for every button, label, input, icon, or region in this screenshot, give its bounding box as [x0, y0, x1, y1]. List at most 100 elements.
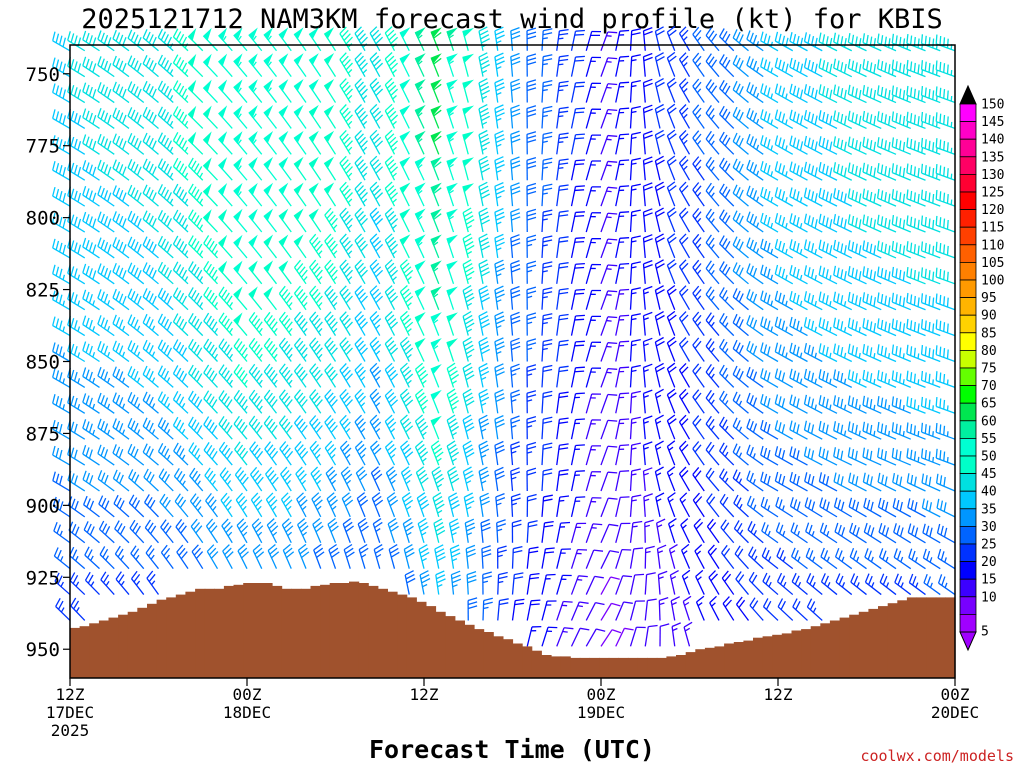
wind-barb	[692, 26, 705, 52]
wind-barb	[293, 285, 308, 311]
wind-barb	[803, 317, 823, 337]
x-tick-label: 00Z	[233, 685, 262, 704]
wind-barb	[430, 389, 442, 414]
wind-barb	[541, 468, 553, 492]
terrain-column	[897, 600, 908, 678]
wind-barb	[719, 79, 735, 104]
wind-barb	[369, 414, 382, 440]
wind-barb	[629, 338, 641, 362]
wind-barb	[666, 77, 677, 103]
wind-barb	[82, 393, 100, 414]
wind-barb	[600, 523, 619, 544]
wind-barb	[127, 443, 145, 466]
terrain-column	[454, 620, 465, 678]
wind-barb	[721, 570, 735, 595]
wind-barb	[735, 596, 750, 621]
wind-barb	[526, 493, 537, 517]
wind-barb	[570, 262, 585, 284]
wind-barb	[709, 595, 720, 621]
wind-barb	[339, 78, 353, 103]
wind-barb	[430, 27, 442, 51]
wind-barb	[732, 80, 749, 104]
wind-barb	[526, 467, 537, 491]
wind-barb	[920, 163, 941, 181]
wind-barb	[732, 313, 749, 337]
terrain-profile	[70, 581, 956, 678]
wind-barb	[585, 82, 602, 103]
wind-barb	[693, 518, 705, 544]
wind-barb	[446, 388, 460, 414]
colorbar-label: 135	[981, 150, 1004, 165]
wind-barb	[877, 447, 897, 466]
wind-barb	[774, 109, 794, 130]
terrain-column	[272, 585, 283, 678]
wind-barb	[556, 391, 569, 414]
colorbar-swatch	[959, 156, 977, 175]
wind-barb	[666, 284, 677, 310]
wind-barb	[705, 312, 720, 337]
terrain-column	[108, 617, 119, 678]
wind-barb	[203, 312, 219, 337]
wind-barb	[142, 132, 159, 155]
wind-barb	[706, 493, 720, 518]
colorbar: 1501451401351301251201151101051009590858…	[959, 84, 1004, 652]
wind-barb	[384, 52, 399, 77]
wind-barb	[847, 58, 867, 78]
wind-barb	[414, 27, 426, 52]
wind-barb	[157, 287, 174, 311]
wind-barb	[585, 497, 602, 518]
wind-barb	[112, 107, 130, 129]
wind-barb	[526, 105, 537, 129]
wind-barb	[113, 494, 130, 518]
wind-barb	[615, 288, 630, 310]
wind-barb	[188, 209, 204, 233]
wind-barb	[142, 184, 159, 207]
wind-barb	[430, 208, 442, 233]
colorbar-label: 10	[981, 590, 997, 605]
wind-barb	[112, 185, 130, 207]
terrain-column	[878, 606, 889, 678]
wind-barb	[669, 570, 679, 595]
wind-barb	[308, 78, 322, 103]
wind-barb	[600, 108, 618, 129]
wind-barb	[847, 369, 867, 388]
wind-barb	[679, 492, 691, 518]
wind-barb	[719, 468, 735, 492]
wind-barb	[494, 78, 505, 103]
wind-barb	[203, 364, 218, 388]
colorbar-swatch	[959, 332, 977, 351]
terrain-column	[377, 588, 388, 678]
wind-barb	[399, 285, 414, 310]
wind-barb	[495, 492, 506, 517]
wind-barb	[293, 208, 307, 233]
wind-barb	[850, 573, 867, 596]
wind-barb	[891, 447, 912, 466]
terrain-column	[926, 597, 937, 678]
wind-barb	[804, 497, 823, 518]
wind-barb	[644, 572, 656, 595]
wind-barb	[233, 389, 248, 414]
wind-barb	[494, 440, 505, 466]
wind-barb	[719, 390, 735, 414]
wind-barb	[52, 290, 71, 311]
wind-barb	[263, 337, 278, 362]
wind-barb	[629, 287, 641, 310]
wind-barb	[585, 315, 602, 336]
wind-barb	[615, 133, 630, 155]
wind-barb	[526, 182, 537, 207]
wind-barb	[774, 316, 794, 337]
wind-barb	[746, 211, 764, 233]
wind-barbs	[52, 25, 956, 647]
wind-barb	[494, 233, 505, 259]
wind-barb	[692, 285, 705, 311]
wind-barb	[746, 159, 764, 181]
wind-barb	[906, 267, 926, 285]
wind-barb	[642, 78, 653, 103]
terrain-column	[858, 611, 869, 678]
wind-barb	[281, 518, 294, 544]
wind-barb	[937, 574, 956, 596]
wind-barb	[127, 262, 145, 285]
x-tick-label: 12Z	[764, 685, 793, 704]
wind-barb	[920, 215, 941, 233]
wind-barb	[430, 415, 442, 440]
